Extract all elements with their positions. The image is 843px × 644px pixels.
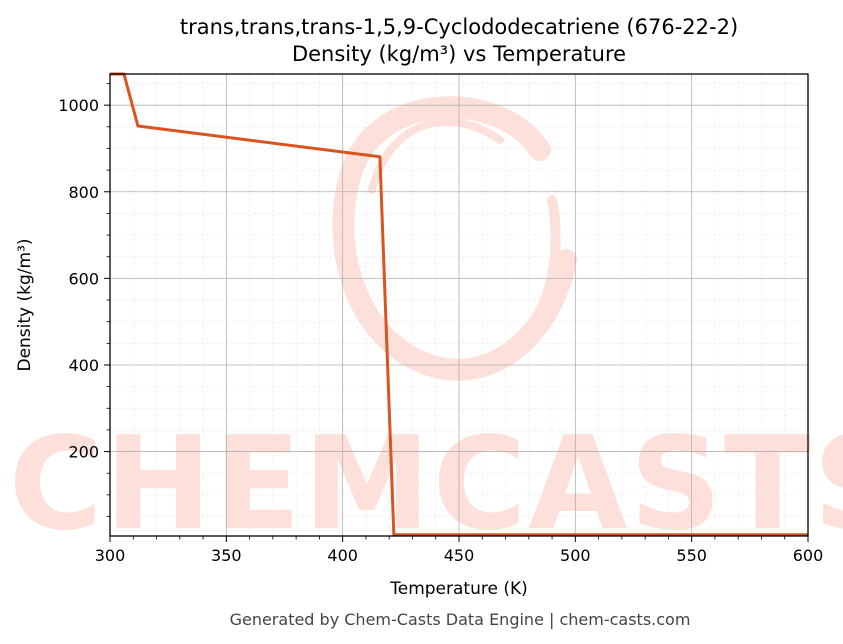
y-tick-label: 1000	[58, 96, 99, 115]
y-tick-label: 800	[68, 183, 99, 202]
chart-title: trans,trans,trans-1,5,9-Cyclododecatrien…	[180, 15, 738, 39]
y-tick-label: 200	[68, 443, 99, 462]
x-tick-label: 300	[95, 546, 126, 565]
major-grid	[110, 74, 808, 536]
y-tick-label: 600	[68, 269, 99, 288]
tick-labels: 300 350 400 450 500 550 600 200 400 600 800 1000	[58, 96, 823, 565]
axis-ticks	[104, 83, 809, 542]
watermark: CHEMCASTS	[9, 96, 843, 559]
x-tick-label: 500	[560, 546, 591, 565]
y-axis-label: Density (kg/m³)	[15, 238, 35, 371]
x-tick-label: 600	[793, 546, 824, 565]
y-tick-label: 400	[68, 356, 99, 375]
chart-subtitle: Density (kg/m³) vs Temperature	[292, 42, 626, 66]
watermark-swirl-logo	[332, 96, 577, 381]
x-axis-label: Temperature (K)	[389, 579, 528, 599]
x-tick-label: 550	[676, 546, 707, 565]
x-tick-label: 450	[444, 546, 475, 565]
x-tick-label: 400	[327, 546, 358, 565]
x-tick-label: 350	[211, 546, 242, 565]
watermark-text: CHEMCASTS	[9, 410, 843, 559]
footer-credit: Generated by Chem-Casts Data Engine | ch…	[230, 610, 691, 629]
